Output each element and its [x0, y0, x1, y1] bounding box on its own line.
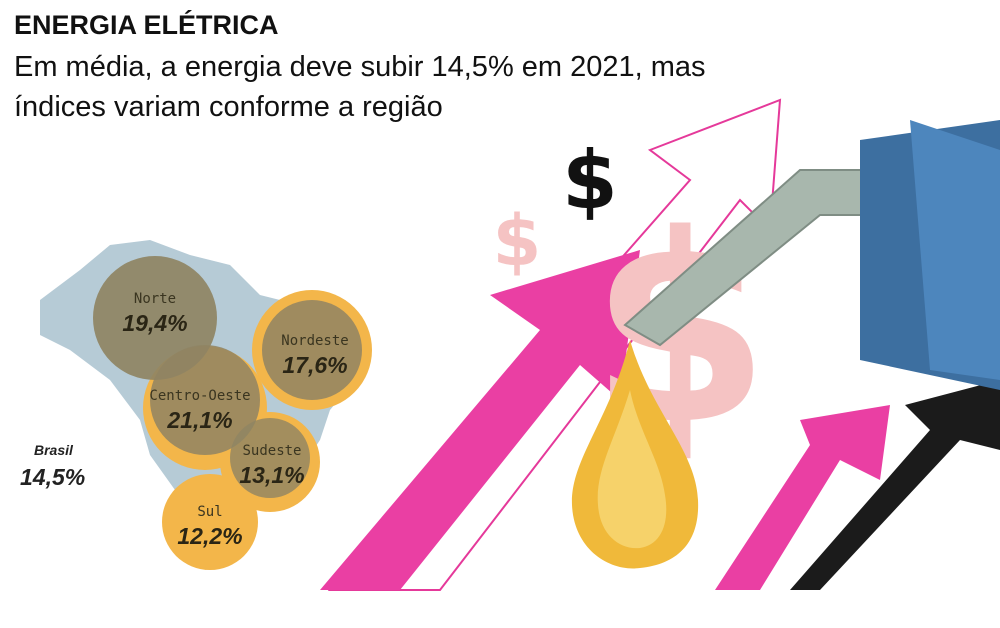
- region-name: Centro-Oeste: [149, 388, 250, 404]
- region-name: Norte: [134, 291, 176, 307]
- region-bubbles: [93, 256, 372, 570]
- national-value: 14,5%: [20, 464, 85, 490]
- bubble: [162, 474, 258, 570]
- region-labels: Norte 19,4% Nordeste 17,6% Centro-Oeste 21,1%…: [122, 291, 348, 549]
- region-name: Sul: [197, 504, 222, 520]
- bubble: [262, 300, 362, 400]
- dollar-sign-small: $: [493, 200, 542, 282]
- subtitle-line: Em média, a energia deve subir 14,5% em …: [14, 51, 706, 83]
- illustration: $ $ $: [320, 98, 1000, 591]
- region-value: 19,4%: [122, 310, 187, 336]
- region-value: 21,1%: [166, 407, 232, 433]
- region-value: 12,2%: [177, 523, 242, 549]
- region-value: 13,1%: [239, 462, 304, 488]
- region-name: Nordeste: [281, 333, 348, 349]
- subtitle-line: índices variam conforme a região: [14, 91, 443, 123]
- national-name: Brasil: [34, 442, 74, 458]
- region-name: Sudeste: [242, 443, 301, 459]
- dollar-sign-black: $: [562, 134, 618, 227]
- bubble: [230, 418, 310, 498]
- bubble: [150, 345, 260, 455]
- region-value: 17,6%: [282, 352, 347, 378]
- title: ENERGIA ELÉTRICA: [14, 9, 279, 40]
